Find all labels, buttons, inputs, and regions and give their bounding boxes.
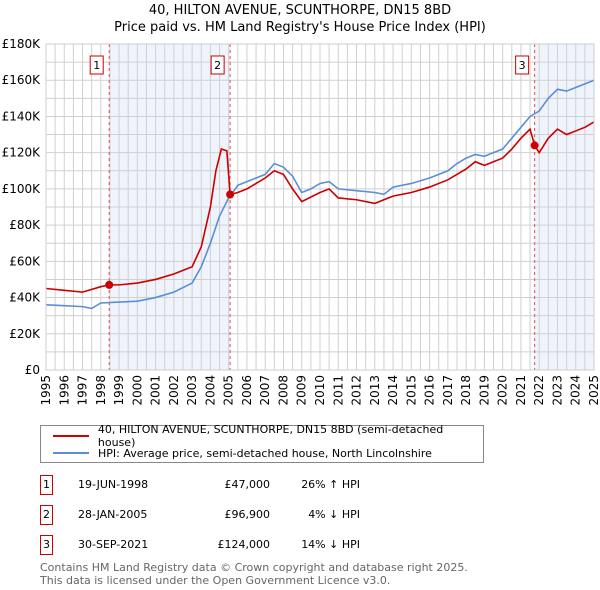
x-tick-label: 2000 (130, 375, 144, 406)
x-tick-label: 2004 (203, 375, 217, 406)
x-tick-label: 2024 (569, 375, 583, 406)
blue-line-swatch (53, 452, 89, 454)
sale-date: 28-JAN-2005 (78, 508, 148, 521)
sale-label: 3 (519, 59, 526, 72)
red-line-swatch (53, 435, 89, 437)
sale-price: £96,900 (224, 508, 271, 521)
y-tick-label: £160K (2, 73, 42, 87)
price-paid-line (45, 121, 595, 293)
chart-title: 40, HILTON AVENUE, SCUNTHORPE, DN15 8BD P… (0, 2, 600, 36)
x-tick-label: 2013 (368, 375, 382, 406)
x-tick-label: 2007 (258, 375, 272, 406)
x-tick-label: 2019 (477, 375, 491, 406)
y-tick-label: £0 (25, 363, 40, 377)
x-tick-label: 2003 (185, 375, 199, 406)
x-tick-label: 1999 (112, 375, 126, 406)
sale-label-box (89, 55, 104, 75)
legend-item-property: 40, HILTON AVENUE, SCUNTHORPE, DN15 8BD … (53, 423, 483, 449)
x-tick-label: 2012 (350, 375, 364, 406)
x-tick-label: 1997 (76, 375, 90, 406)
title-line: 40, HILTON AVENUE, SCUNTHORPE, DN15 8BD (148, 3, 452, 18)
hpi-diff: 14% ↓ HPI (301, 538, 360, 551)
y-tick-label: £40K (9, 291, 41, 305)
x-tick-label: 1998 (94, 375, 108, 406)
y-tick-label: £60K (9, 254, 41, 268)
y-tick-label: £100K (2, 182, 42, 196)
x-tick-label: 1995 (39, 375, 53, 406)
legend-item-hpi: HPI: Average price, semi-detached house,… (53, 445, 432, 461)
x-tick-label: 2021 (514, 375, 528, 406)
sale-price: £47,000 (224, 478, 271, 491)
sale-label-box (515, 55, 530, 75)
sale-date: 30-SEP-2021 (78, 538, 149, 551)
x-tick-label: 2025 (587, 375, 600, 406)
hpi-diff: 26% ↑ HPI (301, 478, 360, 491)
sale-date: 19-JUN-1998 (78, 478, 149, 491)
sale-marker (530, 141, 539, 150)
sale-label-box (210, 55, 225, 75)
x-tick-label: 2023 (550, 375, 564, 406)
x-tick-label: 2018 (459, 375, 473, 406)
x-tick-label: 2014 (386, 375, 400, 406)
legend-label: HPI: Average price, semi-detached house,… (98, 446, 432, 460)
y-tick-label: £120K (2, 146, 42, 160)
plot-border (45, 43, 595, 371)
hpi-line (45, 79, 595, 310)
legend-label: 40, HILTON AVENUE, SCUNTHORPE, DN15 8BD … (97, 423, 444, 449)
x-tick-label: 2005 (222, 375, 236, 406)
x-tick-label: 2008 (276, 375, 290, 406)
x-tick-label: 2002 (167, 375, 181, 406)
legend: 40, HILTON AVENUE, SCUNTHORPE, DN15 8BD … (40, 423, 484, 463)
sale-price: £124,000 (217, 538, 271, 551)
y-tick-label: £140K (2, 109, 42, 123)
x-tick-label: 2022 (532, 375, 546, 406)
footer: Contains HM Land Registry data © Crown c… (40, 561, 468, 587)
sale-label: 2 (214, 59, 221, 72)
sale-label: 1 (93, 59, 100, 72)
x-tick-label: 2011 (331, 375, 345, 406)
x-tick-label: 1996 (57, 375, 71, 406)
x-tick-label: 2017 (441, 375, 455, 406)
x-tick-label: 2016 (423, 375, 437, 406)
plot-area: £0 £20K £40K £60K £80K £100K £120K £140K £160K £1… (2, 37, 600, 406)
footer-line: Contains HM Land Registry data © Crown c… (40, 561, 468, 574)
marker-number: 3 (40, 535, 53, 555)
x-tick-label: 2009 (295, 375, 309, 406)
sale-marker (226, 190, 235, 199)
x-tick-label: 2001 (149, 375, 163, 406)
marker-number: 2 (40, 505, 53, 525)
y-tick-label: £20K (9, 327, 41, 341)
x-tick-label: 2015 (404, 375, 418, 406)
y-tick-label: £80K (9, 218, 41, 232)
y-tick-label: £180K (2, 37, 42, 51)
x-tick-label: 2006 (240, 375, 254, 406)
sale-marker (105, 280, 114, 289)
footer-line: This data is licensed under the Open Gov… (40, 574, 391, 587)
hpi-diff: 4% ↓ HPI (308, 508, 360, 521)
x-tick-label: 2010 (313, 375, 327, 406)
subtitle-line: Price paid vs. HM Land Registry's House … (114, 20, 486, 35)
x-tick-label: 2020 (496, 375, 510, 406)
marker-number: 1 (40, 475, 53, 495)
